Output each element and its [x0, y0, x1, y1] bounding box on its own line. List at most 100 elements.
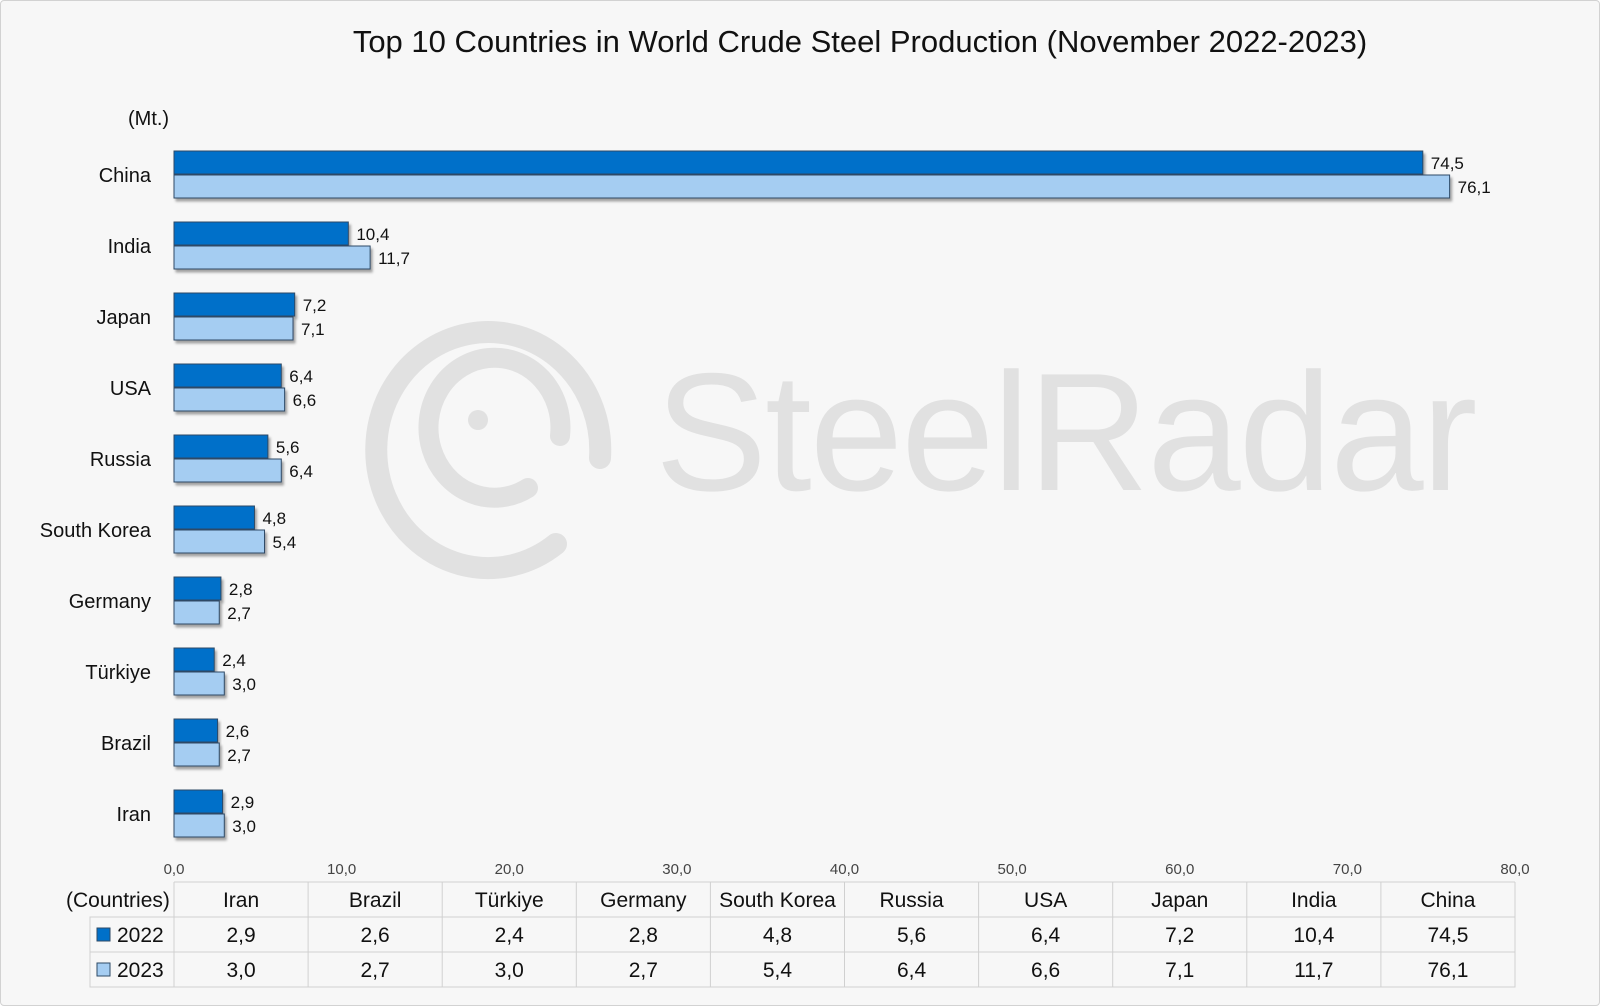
data-label-2023: 6,6 — [293, 391, 317, 410]
table-cell: 5,6 — [897, 924, 926, 947]
data-label-2022: 2,8 — [229, 580, 253, 599]
table-cell: 6,6 — [1031, 959, 1060, 982]
bar-2023 — [173, 245, 371, 270]
data-label-2023: 2,7 — [227, 746, 251, 765]
category-label: Japan — [97, 307, 152, 329]
table-column-header: Germany — [600, 889, 687, 912]
data-label-2023: 3,0 — [232, 817, 256, 836]
bar-2022 — [173, 789, 224, 814]
x-tick-label: 70,0 — [1333, 861, 1362, 878]
data-label-2023: 7,1 — [301, 320, 325, 339]
data-label-2022: 2,4 — [222, 651, 246, 670]
legend-label-2022: 2022 — [117, 924, 164, 947]
watermark-text: SteelRadar — [655, 338, 1476, 526]
table-cell: 6,4 — [897, 959, 927, 982]
bar-2022 — [173, 434, 269, 459]
table-cell: 2,4 — [495, 924, 525, 947]
bar-2023 — [173, 742, 220, 767]
bar-2023 — [173, 387, 286, 412]
bar-2023 — [173, 671, 225, 696]
table-cell: 4,8 — [763, 924, 792, 947]
category-label: Iran — [117, 804, 151, 826]
category-label: China — [99, 165, 152, 187]
data-label-2022: 4,8 — [262, 509, 286, 528]
category-label: South Korea — [40, 520, 152, 542]
table-cell: 11,7 — [1294, 959, 1333, 982]
table-cell: 6,4 — [1031, 924, 1061, 947]
x-tick-label: 0,0 — [164, 861, 185, 878]
x-tick-label: 20,0 — [495, 861, 524, 878]
table-header-label: (Countries) — [66, 889, 170, 912]
data-label-2022: 2,9 — [231, 793, 255, 812]
data-label-2022: 10,4 — [356, 225, 389, 244]
legend-label-2023: 2023 — [117, 959, 164, 982]
bar-2023 — [173, 813, 225, 838]
x-tick-label: 30,0 — [662, 861, 691, 878]
bar-2023 — [173, 458, 282, 483]
table-cell: 2,8 — [629, 924, 658, 947]
table-cell: 2,9 — [226, 924, 255, 947]
data-label-2022: 2,6 — [226, 722, 250, 741]
chart-title: Top 10 Countries in World Crude Steel Pr… — [352, 24, 1368, 59]
x-axis-ticks: 0,0 10,0 20,0 30,0 40,0 50,0 60,0 70,0 80,0 — [164, 861, 1530, 878]
data-label-2023: 6,4 — [289, 462, 313, 481]
x-tick-label: 60,0 — [1165, 861, 1194, 878]
table-column-header: China — [1421, 889, 1476, 912]
x-tick-label: 80,0 — [1500, 861, 1529, 878]
data-label-2022: 7,2 — [303, 296, 327, 315]
watermark: SteelRadar — [365, 321, 1478, 579]
category-label: Brazil — [101, 733, 151, 755]
data-label-2023: 5,4 — [273, 533, 297, 552]
table-cell: 3,0 — [495, 959, 524, 982]
x-tick-label: 40,0 — [830, 861, 859, 878]
bar-2023 — [173, 600, 220, 625]
legend-swatch-2022 — [96, 927, 111, 942]
table-column-header: Russia — [879, 889, 944, 912]
table-cell: 3,0 — [226, 959, 255, 982]
bar-2022 — [173, 505, 255, 530]
table-column-header: Japan — [1151, 889, 1208, 912]
bar-2023 — [173, 529, 266, 554]
table-cell: 7,1 — [1165, 959, 1194, 982]
table-cell: 2,7 — [629, 959, 658, 982]
data-table: (Countries) Iran Brazil Türkiye Germany South… — [66, 881, 1516, 988]
table-cell: 2,6 — [361, 924, 390, 947]
bar-2023 — [173, 316, 294, 341]
x-tick-label: 10,0 — [327, 861, 356, 878]
data-label-2022: 5,6 — [276, 438, 300, 457]
table-cell: 5,4 — [763, 959, 793, 982]
table-column-header: India — [1291, 889, 1337, 912]
category-label: Russia — [90, 449, 152, 471]
plot-area: China 74,5 76,1 India 10,4 11,7 Japan 7,2 7,1 USA… — [40, 150, 1491, 838]
table-cell: 10,4 — [1293, 924, 1334, 947]
legend-swatch-2023 — [96, 962, 111, 977]
category-label: USA — [110, 378, 152, 400]
data-label-2023: 11,7 — [378, 249, 410, 268]
category-label: Germany — [69, 591, 151, 613]
x-tick-label: 50,0 — [998, 861, 1027, 878]
bar-2023 — [173, 174, 1451, 199]
category-label: India — [108, 236, 152, 258]
data-label-2022: 74,5 — [1431, 154, 1464, 173]
data-label-2023: 76,1 — [1458, 178, 1491, 197]
table-column-header: USA — [1024, 889, 1067, 912]
unit-label: (Mt.) — [128, 108, 169, 130]
table-column-header: Türkiye — [475, 889, 544, 912]
data-label-2023: 2,7 — [227, 604, 251, 623]
table-column-header: Brazil — [349, 889, 402, 912]
table-cell: 7,2 — [1165, 924, 1194, 947]
radar-logo-icon — [365, 321, 612, 579]
table-cell: 2,7 — [361, 959, 390, 982]
bar-2022 — [173, 363, 282, 388]
bar-2022 — [173, 221, 349, 246]
bar-2022 — [173, 718, 219, 743]
data-label-2022: 6,4 — [289, 367, 313, 386]
bar-2022 — [173, 292, 296, 317]
table-cell: 76,1 — [1428, 959, 1469, 982]
data-label-2023: 3,0 — [232, 675, 256, 694]
table-column-header: South Korea — [719, 889, 836, 912]
bar-2022 — [173, 647, 215, 672]
bar-2022 — [173, 150, 1424, 175]
table-column-header: Iran — [223, 889, 259, 912]
